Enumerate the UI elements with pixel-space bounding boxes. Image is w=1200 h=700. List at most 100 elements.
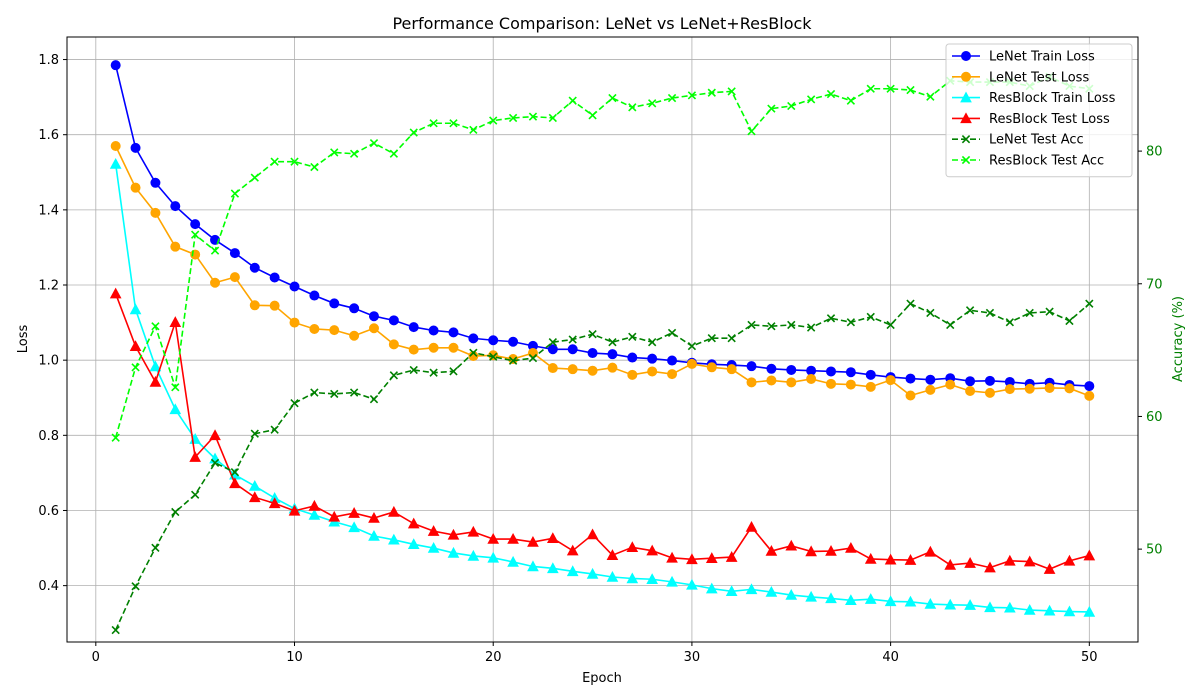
lenet-train-loss-point xyxy=(170,201,181,212)
resblock-test-acc-point xyxy=(806,95,816,104)
series-resblock-test-loss xyxy=(109,287,1096,574)
lenet-test-loss-point xyxy=(170,241,181,252)
y-tick-label: 1.8 xyxy=(38,53,59,68)
resblock-train-loss-point xyxy=(606,570,619,582)
lenet-train-loss-point xyxy=(269,272,280,283)
lenet-train-loss-point xyxy=(1084,381,1095,392)
resblock-test-loss-point xyxy=(129,340,142,352)
resblock-test-loss-point xyxy=(248,491,261,503)
lenet-test-acc-point xyxy=(190,490,200,499)
resblock-test-acc-point xyxy=(449,119,458,128)
resblock-train-loss-point xyxy=(825,592,837,604)
resblock-test-acc-point xyxy=(349,149,359,158)
resblock-test-loss-point xyxy=(606,549,619,560)
y-axis-right-label: Accuracy (%) xyxy=(1171,296,1186,382)
resblock-train-loss-point xyxy=(467,549,480,561)
lenet-test-loss-point xyxy=(1044,382,1055,393)
series-lenet-test-loss xyxy=(110,140,1095,401)
resblock-train-loss-point xyxy=(308,508,321,520)
resblock-test-acc-point xyxy=(171,383,180,392)
lenet-train-loss-point xyxy=(766,363,777,374)
x-axis-label: Epoch xyxy=(582,671,622,686)
lenet-test-acc-point xyxy=(449,367,458,376)
lenet-train-loss-point xyxy=(925,374,936,385)
y-tick-label: 1.4 xyxy=(38,203,59,218)
resblock-test-loss-point xyxy=(646,544,659,556)
resblock-test-loss-point xyxy=(805,545,817,557)
resblock-test-acc-point xyxy=(409,128,418,137)
resblock-test-acc-point xyxy=(926,92,935,101)
resblock-test-loss-point xyxy=(109,287,122,299)
lenet-test-loss-point xyxy=(289,317,300,328)
lenet-test-loss-point xyxy=(408,344,419,355)
resblock-test-loss-point xyxy=(467,525,480,537)
resblock-train-loss-point xyxy=(646,573,659,584)
lenet-test-acc-point xyxy=(369,395,379,404)
resblock-train-loss-point xyxy=(527,560,539,572)
resblock-train-loss-point xyxy=(129,303,142,315)
resblock-train-loss-point xyxy=(725,585,738,597)
lenet-test-acc-point xyxy=(1065,316,1074,326)
lenet-train-loss-point xyxy=(249,262,260,273)
resblock-test-loss-point xyxy=(447,528,460,540)
lenet-test-loss-point xyxy=(925,384,936,395)
resblock-test-loss-point xyxy=(149,375,162,387)
lenet-test-acc-point xyxy=(151,543,160,552)
resblock-test-loss-point xyxy=(586,528,599,540)
resblock-test-loss-point xyxy=(1043,563,1056,574)
resblock-test-loss-point xyxy=(845,542,857,553)
legend-label: ResBlock Test Acc xyxy=(989,154,1104,169)
resblock-test-loss-point xyxy=(924,545,937,557)
resblock-test-acc-point xyxy=(687,91,697,100)
plot-frame xyxy=(66,36,1139,643)
legend-item-lenet-test-loss: LeNet Test Loss xyxy=(952,70,1089,85)
resblock-train-loss-point xyxy=(1063,605,1076,617)
resblock-test-acc-point xyxy=(667,93,677,103)
resblock-test-acc-point xyxy=(866,84,875,93)
lenet-train-loss-point xyxy=(845,367,856,378)
resblock-test-loss-point xyxy=(546,532,559,544)
lenet-test-acc-point xyxy=(747,320,756,330)
resblock-train-loss-point xyxy=(1043,604,1056,616)
legend-label: LeNet Test Acc xyxy=(989,133,1084,148)
x-tick-label: 40 xyxy=(882,650,899,665)
legend-item-resblock-train-loss: ResBlock Train Loss xyxy=(952,91,1116,106)
y-right-tick-label: 80 xyxy=(1146,145,1163,160)
resblock-train-loss-point xyxy=(248,480,261,491)
legend-label: LeNet Test Loss xyxy=(989,70,1089,85)
lenet-test-loss-point xyxy=(746,377,757,388)
resblock-train-loss-point xyxy=(546,562,559,574)
lenet-train-loss-point xyxy=(488,335,499,346)
resblock-test-loss-point xyxy=(1003,554,1016,566)
resblock-test-loss-point xyxy=(765,545,778,556)
lenet-train-loss-point xyxy=(309,290,320,301)
legend-marker xyxy=(960,112,972,124)
resblock-test-acc-point xyxy=(747,127,756,136)
resblock-test-acc-point xyxy=(707,88,716,97)
resblock-train-loss-point xyxy=(1023,604,1036,615)
lenet-test-loss-point xyxy=(984,387,995,398)
resblock-test-acc-point xyxy=(210,246,220,255)
legend-box xyxy=(945,43,1133,178)
resblock-train-loss-point xyxy=(1083,605,1096,617)
resblock-test-loss-point xyxy=(566,544,579,556)
resblock-train-loss-point xyxy=(666,575,678,587)
lenet-train-loss-point xyxy=(806,365,817,376)
lenet-test-acc-point xyxy=(429,368,438,377)
resblock-test-loss-point xyxy=(666,551,678,563)
resblock-test-loss-point xyxy=(825,545,837,556)
legend-item-resblock-test-loss: ResBlock Test Loss xyxy=(952,112,1110,127)
resblock-train-loss-point xyxy=(169,403,182,415)
lenet-test-acc-point xyxy=(787,320,796,330)
lenet-test-loss-point xyxy=(865,381,876,392)
resblock-test-acc-point xyxy=(528,112,538,121)
y-right-tick-label: 60 xyxy=(1146,410,1163,425)
lenet-test-acc-point xyxy=(886,320,895,330)
resblock-test-acc-point xyxy=(190,230,200,239)
lenet-test-acc-point xyxy=(826,314,836,323)
resblock-test-loss-point xyxy=(1063,554,1076,566)
lenet-test-acc-line xyxy=(114,302,1090,631)
y-axis-left: 0.4 0.6 0.8 1.0 1.2 1.4 1.6 1.8 xyxy=(38,53,67,594)
lenet-test-loss-point xyxy=(806,373,817,384)
legend-item-lenet-test-acc: LeNet Test Acc xyxy=(952,133,1084,148)
